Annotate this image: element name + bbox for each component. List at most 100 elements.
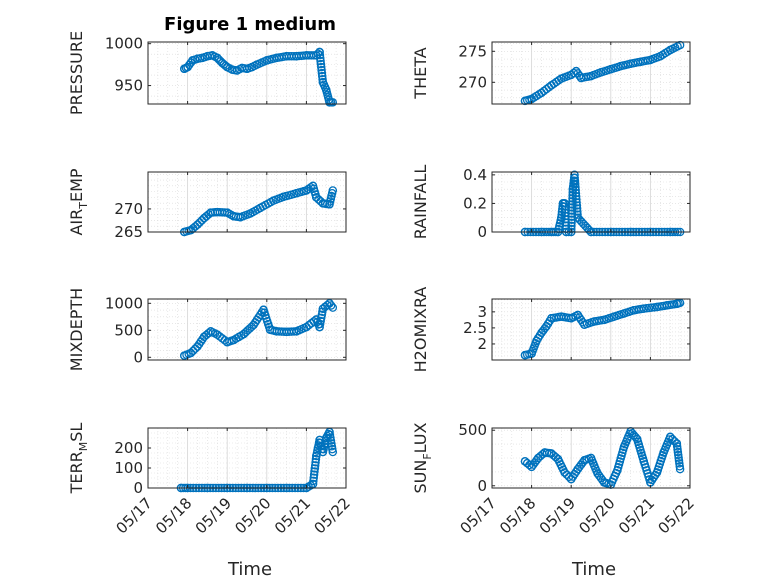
y-tick-label: 3 <box>477 303 487 321</box>
data-point <box>247 62 257 72</box>
data-point <box>206 327 215 336</box>
data-point <box>252 60 262 69</box>
trace-marker <box>674 456 684 465</box>
data-point <box>292 188 301 198</box>
x-tick-label: 05/19 <box>536 494 579 537</box>
data-point <box>255 203 265 213</box>
data-point <box>213 330 222 339</box>
data-point <box>183 62 192 72</box>
data-point <box>675 464 685 474</box>
subplot-h2omixra: 22.53 H2OMIXRA <box>411 287 691 373</box>
trace-marker <box>571 192 581 201</box>
y-axis-label: SUNFLUX <box>411 422 434 493</box>
data-point <box>328 447 338 457</box>
data-point <box>557 213 566 222</box>
trace-marker <box>316 62 326 72</box>
data-point <box>308 181 318 191</box>
axes-box <box>491 298 691 361</box>
trace-marker <box>317 71 327 81</box>
data-point <box>222 208 232 217</box>
data-point <box>573 213 583 222</box>
data-point <box>520 457 530 466</box>
data-point <box>237 63 247 73</box>
data-point <box>208 51 217 60</box>
data-point <box>188 56 197 65</box>
trace-marker <box>567 206 577 215</box>
data-point <box>629 305 639 315</box>
y-tick-label: 0 <box>477 223 487 241</box>
data-point <box>672 439 682 448</box>
data-point <box>573 464 583 474</box>
data-point <box>560 199 569 208</box>
data-point <box>328 303 338 312</box>
data-point <box>566 314 576 323</box>
data-point <box>229 335 239 345</box>
data-point <box>193 54 202 64</box>
y-tick-label: 275 <box>458 42 487 60</box>
subplot-theta: 270 275 THETA <box>411 40 691 106</box>
data-point <box>292 51 301 61</box>
data-point <box>203 51 212 61</box>
data-point <box>596 68 606 77</box>
trace-marker <box>572 198 581 207</box>
data-point <box>537 88 546 98</box>
data-point <box>198 53 207 63</box>
trace-marker <box>584 225 594 235</box>
y-axis-label: H2OMIXRA <box>411 287 430 373</box>
trace-marker <box>567 212 577 221</box>
trace-marker <box>309 476 318 486</box>
data-point <box>652 302 662 312</box>
data-point <box>652 468 662 477</box>
data-point <box>315 322 324 332</box>
axes-box <box>491 427 691 489</box>
data-point <box>272 327 281 336</box>
data-point <box>609 312 619 321</box>
data-point <box>533 453 543 463</box>
data-point <box>619 442 629 452</box>
data-point <box>315 47 324 57</box>
data-point <box>246 209 255 218</box>
data-point <box>262 56 272 65</box>
trace-marker <box>573 210 582 219</box>
y-tick-label: 200 <box>114 439 143 457</box>
trace-marker <box>573 207 582 216</box>
trace-marker <box>310 467 319 476</box>
trace-marker <box>310 461 320 470</box>
subplot-mixdepth: 0 500 1000 MIXDEPTH <box>67 288 347 371</box>
data-point <box>232 66 242 75</box>
trace-marker <box>315 50 325 60</box>
y-tick-label: 100 <box>114 459 143 477</box>
x-tick-label: 05/22 <box>655 494 698 537</box>
data-point <box>318 447 328 457</box>
data-point <box>312 193 321 202</box>
trace-marker <box>670 437 679 446</box>
data-point <box>282 327 291 337</box>
subplot-rainfall: 0 0.2 0.4 RAINFALL <box>411 165 691 241</box>
x-tick-label: 05/18 <box>496 494 539 537</box>
data-point <box>571 66 581 76</box>
trace-marker <box>567 209 577 218</box>
data-point <box>590 317 599 326</box>
trace-marker <box>309 470 319 479</box>
data-point <box>547 81 556 90</box>
trace-marker <box>631 432 640 442</box>
figure-title: Figure 1 medium <box>164 14 336 35</box>
trace-marker <box>317 65 326 75</box>
y-axis-label: PRESSURE <box>67 31 86 115</box>
axes-box <box>491 41 691 105</box>
trace-marker <box>674 450 683 460</box>
data-point <box>659 448 668 457</box>
data-point <box>532 336 541 345</box>
data-point <box>547 314 556 323</box>
data-point <box>646 55 655 65</box>
x-tick-label: 05/19 <box>192 494 235 537</box>
data-point <box>566 474 576 484</box>
data-point <box>318 77 328 87</box>
data-point <box>325 200 334 209</box>
data-point <box>325 98 334 107</box>
data-point <box>656 52 665 61</box>
subplot-air_temp: 265 270 AIRTEMP <box>67 168 347 241</box>
x-tick-label: 05/21 <box>615 494 658 537</box>
